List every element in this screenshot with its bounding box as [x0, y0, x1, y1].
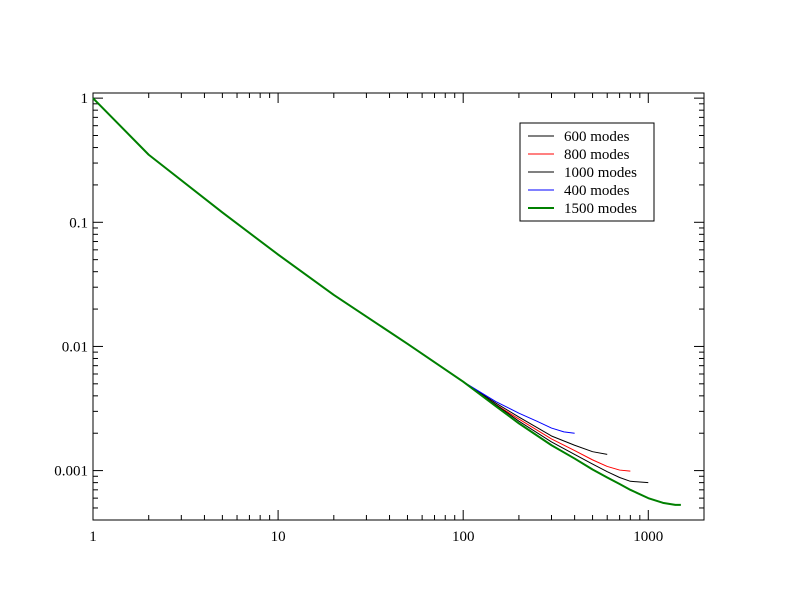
legend-label: 800 modes	[564, 147, 630, 163]
axis-ticks	[92, 93, 705, 521]
y-tick-label: 1	[81, 91, 89, 107]
y-tick-label: 0.001	[54, 464, 88, 480]
legend: 600 modes 800 modes 1000 modes 400 modes 150…	[519, 122, 655, 222]
legend-label: 1000 modes	[564, 165, 637, 181]
x-axis-tick-labels: 1 10 100 1000	[89, 529, 663, 545]
plot-area	[92, 92, 705, 521]
series-layer	[92, 97, 681, 506]
legend-label: 600 modes	[564, 129, 630, 145]
y-tick-label: 0.01	[62, 339, 88, 355]
y-tick-label: 0.1	[69, 215, 88, 231]
x-tick-label: 100	[452, 529, 475, 545]
legend-label: 400 modes	[564, 183, 630, 199]
series-line-3	[92, 97, 575, 434]
x-tick-label: 1	[89, 529, 97, 545]
y-axis-tick-labels: 1 0.1 0.01 0.001	[54, 91, 88, 479]
plot-frame	[92, 92, 705, 521]
x-tick-label: 10	[271, 529, 286, 545]
series-line-4	[92, 97, 681, 506]
legend-label: 1500 modes	[564, 201, 637, 217]
x-tick-label: 1000	[633, 529, 663, 545]
